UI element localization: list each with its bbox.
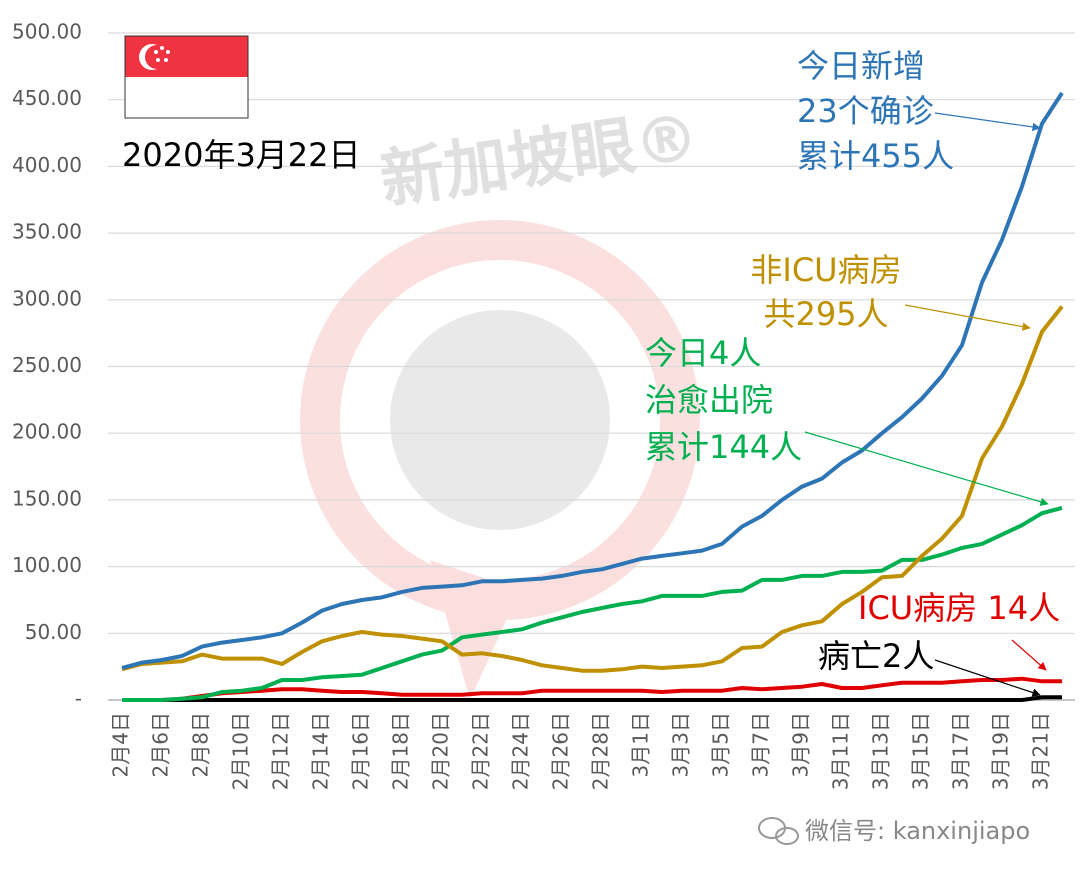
x-tick-label: 2月22日	[469, 712, 493, 790]
x-tick-label: 2月14日	[309, 712, 333, 790]
watermark-tail	[430, 560, 520, 700]
flag-stars	[154, 46, 170, 62]
series-line	[122, 695, 1062, 702]
y-tick-label: 500.00	[12, 20, 82, 44]
watermark-logo	[300, 220, 700, 700]
x-tick-label: 2月4日	[109, 712, 133, 777]
x-tick-label: 2月10日	[229, 712, 253, 790]
annotation-text: 治愈出院	[645, 381, 773, 419]
annotation-arrow	[804, 431, 1049, 506]
y-tick-label: 300.00	[12, 286, 82, 310]
y-tick-label: 150.00	[12, 486, 82, 510]
watermark-text: 新加坡眼®	[376, 100, 703, 218]
annotation-text: ICU病房 14人	[858, 589, 1060, 627]
x-tick-label: 3月15日	[909, 712, 933, 790]
series-line	[122, 505, 1063, 702]
annotation-text: 累计144人	[645, 428, 802, 466]
wechat-icon	[758, 817, 799, 845]
x-tick-label: 2月28日	[589, 712, 613, 790]
date-label: 2020年3月22日	[122, 136, 361, 174]
x-tick-label: 2月26日	[549, 712, 573, 790]
annotation-text: 共295人	[763, 295, 888, 333]
footer-text: 微信号: kanxinjiapo	[805, 817, 1030, 845]
annotation-text: 今日4人	[645, 334, 761, 372]
series-line	[121, 305, 1064, 673]
x-tick-label: 2月8日	[189, 712, 213, 777]
x-tick-label: 3月11日	[829, 712, 853, 790]
flag-border	[124, 35, 249, 119]
series-line	[121, 91, 1064, 670]
x-tick-label: 3月5日	[709, 712, 733, 777]
x-tick-label: 3月13日	[869, 712, 893, 790]
annotation-arrow	[1011, 639, 1047, 671]
flag	[124, 35, 249, 119]
x-tick-label: 3月9日	[789, 712, 813, 777]
y-tick-label: 250.00	[12, 353, 82, 377]
x-tick-label: 3月17日	[949, 712, 973, 790]
x-tick-label: 2月16日	[349, 712, 373, 790]
x-tick-label: 3月21日	[1029, 712, 1053, 790]
x-tick-label: 2月20日	[429, 712, 453, 790]
x-tick-label: 3月7日	[749, 712, 773, 777]
y-tick-label: 400.00	[12, 153, 82, 177]
watermark-disc	[390, 310, 610, 530]
annotation-text: 23个确诊	[797, 92, 934, 130]
plot-area: - 50.00 100.00 150.00 200.00 250.00 300.00 350.…	[12, 20, 1075, 790]
x-tick-label: 2月6日	[149, 712, 173, 777]
y-tick-label: 200.00	[12, 420, 82, 444]
annotation-text: 今日新增	[797, 47, 925, 85]
annotation-text: 累计455人	[797, 137, 954, 175]
annotation-arrow	[934, 659, 1041, 697]
series-line	[122, 676, 1062, 702]
x-tick-label: 2月12日	[269, 712, 293, 790]
annotation-arrow	[934, 112, 1041, 132]
x-tick-label: 2月24日	[509, 712, 533, 790]
annotation-text: 非ICU病房	[750, 251, 901, 289]
x-tick-label: 2月18日	[389, 712, 413, 790]
flag-white	[125, 77, 248, 118]
watermark-ring	[300, 220, 700, 620]
y-tick-label: 350.00	[12, 220, 82, 244]
annotation-arrow	[904, 304, 1031, 331]
annotation-text: 病亡2人	[818, 637, 934, 675]
x-tick-label: 3月3日	[669, 712, 693, 777]
x-tick-label: 3月1日	[629, 712, 653, 777]
y-tick-label: 100.00	[12, 553, 82, 577]
flag-moon-cut	[145, 45, 169, 69]
y-tick-label: -	[75, 687, 82, 711]
y-tick-label: 50.00	[25, 620, 82, 644]
y-tick-label: 450.00	[12, 86, 82, 110]
x-tick-label: 3月19日	[989, 712, 1013, 790]
